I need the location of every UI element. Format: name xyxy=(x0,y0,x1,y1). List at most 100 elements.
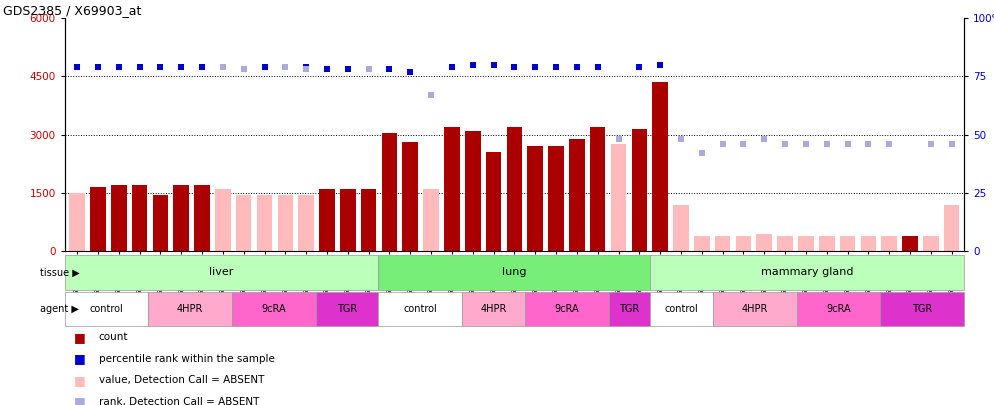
Bar xyxy=(90,187,105,251)
Bar xyxy=(608,292,650,326)
Bar xyxy=(319,189,335,251)
Bar xyxy=(525,292,608,326)
Bar xyxy=(652,82,668,251)
Bar xyxy=(379,292,462,326)
Text: 9cRA: 9cRA xyxy=(261,304,286,314)
Bar xyxy=(694,236,710,251)
Text: lung: lung xyxy=(502,267,527,277)
Bar xyxy=(923,236,938,251)
Bar xyxy=(944,205,959,251)
Point xyxy=(173,64,189,70)
Bar xyxy=(861,236,876,251)
Bar xyxy=(673,205,689,251)
Bar xyxy=(650,255,964,290)
Bar xyxy=(65,255,379,290)
Bar xyxy=(148,292,232,326)
Point xyxy=(236,66,251,73)
Bar xyxy=(444,127,460,251)
Point xyxy=(507,64,523,70)
Point xyxy=(90,64,106,70)
Point xyxy=(922,141,938,147)
Text: 4HPR: 4HPR xyxy=(480,304,507,314)
Point xyxy=(527,64,543,70)
Bar xyxy=(403,143,418,251)
Text: TGR: TGR xyxy=(337,304,357,314)
Bar xyxy=(236,195,251,251)
Point xyxy=(569,64,584,70)
Point xyxy=(777,141,793,147)
Point xyxy=(423,92,439,98)
Point xyxy=(819,141,835,147)
Text: TGR: TGR xyxy=(619,304,639,314)
Point xyxy=(589,64,605,70)
Bar xyxy=(903,236,917,251)
Bar xyxy=(881,292,964,326)
Bar xyxy=(361,189,377,251)
Point xyxy=(403,68,418,75)
Bar xyxy=(153,195,168,251)
Text: mammary gland: mammary gland xyxy=(761,267,854,277)
Bar xyxy=(316,292,379,326)
Bar xyxy=(232,292,316,326)
Point xyxy=(673,136,689,143)
Bar xyxy=(650,292,713,326)
Bar xyxy=(882,236,897,251)
Point xyxy=(131,64,147,70)
Text: liver: liver xyxy=(210,267,234,277)
Point xyxy=(465,62,481,68)
Point xyxy=(798,141,814,147)
Point xyxy=(298,64,314,70)
Point xyxy=(882,141,898,147)
Bar xyxy=(340,189,356,251)
Bar xyxy=(610,144,626,251)
Bar xyxy=(507,127,522,251)
Point xyxy=(486,62,502,68)
Point xyxy=(361,66,377,73)
Text: control: control xyxy=(404,304,437,314)
Point xyxy=(319,66,335,73)
Bar xyxy=(819,236,835,251)
Point xyxy=(444,64,460,70)
Point xyxy=(382,66,398,73)
Bar xyxy=(462,292,525,326)
Bar xyxy=(549,146,564,251)
Text: TGR: TGR xyxy=(912,304,932,314)
Point xyxy=(943,141,959,147)
Point xyxy=(652,62,668,68)
Bar xyxy=(713,292,797,326)
Point xyxy=(736,141,751,147)
Bar xyxy=(132,185,147,251)
Text: agent ▶: agent ▶ xyxy=(40,304,79,314)
Text: ■: ■ xyxy=(74,374,85,387)
Point xyxy=(361,66,377,73)
Point xyxy=(152,64,168,70)
Bar xyxy=(756,234,772,251)
Bar xyxy=(423,189,439,251)
Point xyxy=(110,64,126,70)
Point xyxy=(340,66,356,73)
Text: 9cRA: 9cRA xyxy=(555,304,580,314)
Point xyxy=(298,66,314,73)
Bar xyxy=(528,146,543,251)
Bar xyxy=(256,195,272,251)
Bar xyxy=(840,236,856,251)
Bar xyxy=(777,236,793,251)
Bar xyxy=(277,195,293,251)
Point xyxy=(277,64,293,70)
Bar xyxy=(65,292,148,326)
Text: ■: ■ xyxy=(74,352,85,365)
Bar xyxy=(382,133,398,251)
Point xyxy=(70,64,85,70)
Bar xyxy=(797,292,881,326)
Bar xyxy=(111,185,126,251)
Point xyxy=(548,64,564,70)
Text: percentile rank within the sample: percentile rank within the sample xyxy=(98,354,274,364)
Text: value, Detection Call = ABSENT: value, Detection Call = ABSENT xyxy=(98,375,264,386)
Text: ■: ■ xyxy=(74,331,85,344)
Bar xyxy=(486,152,501,251)
Point xyxy=(694,150,710,157)
Bar xyxy=(379,255,650,290)
Point xyxy=(715,141,731,147)
Bar xyxy=(798,236,814,251)
Text: count: count xyxy=(98,332,128,342)
